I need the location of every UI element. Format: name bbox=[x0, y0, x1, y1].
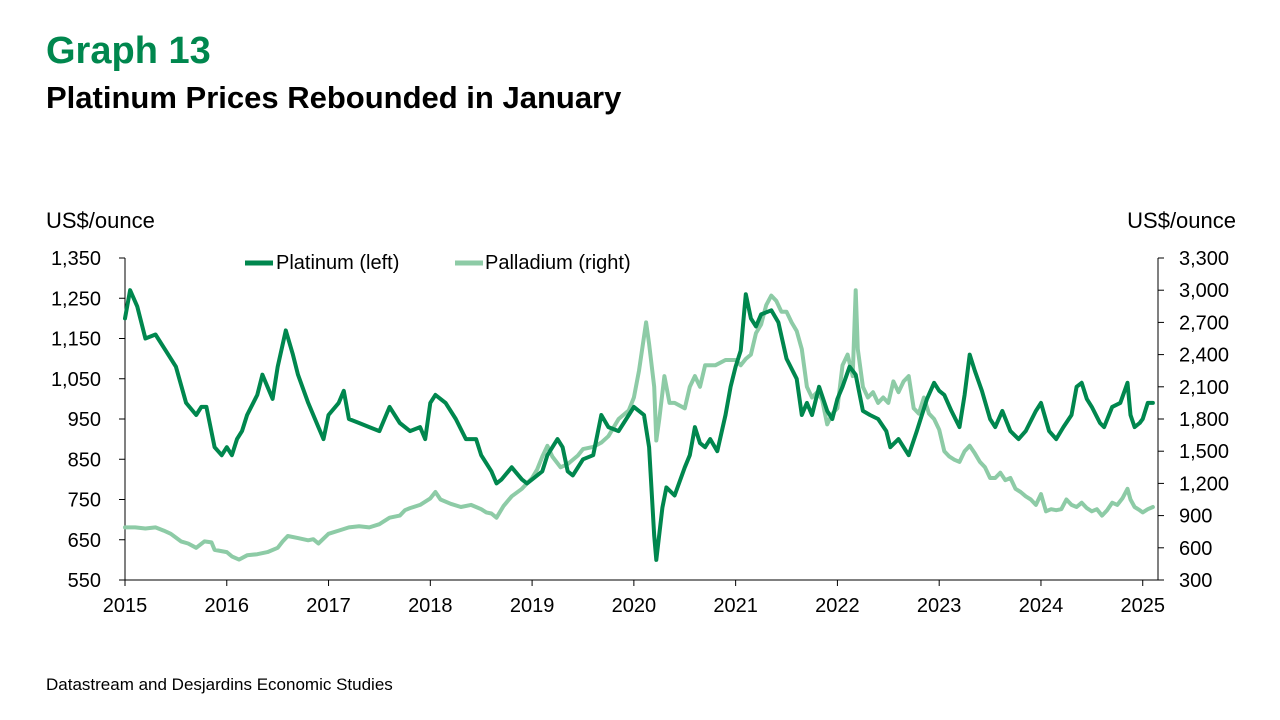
x-axis-tick-label: 2022 bbox=[815, 595, 860, 617]
source-note: Datastream and Desjardins Economic Studi… bbox=[46, 675, 393, 694]
platinum-series-line bbox=[123, 288, 1155, 562]
right-axis-tick-label: 1,800 bbox=[1179, 409, 1229, 431]
x-axis-tick-label: 2015 bbox=[103, 595, 148, 617]
right-axis-tick-label: 2,700 bbox=[1179, 312, 1229, 334]
right-axis-tick-label: 3,000 bbox=[1179, 280, 1229, 302]
legend-label-palladium: Palladium (right) bbox=[485, 252, 631, 274]
x-axis-tick-label: 2025 bbox=[1120, 595, 1165, 617]
x-axis-tick-label: 2023 bbox=[917, 595, 962, 617]
x-axis-tick-label: 2021 bbox=[713, 595, 758, 617]
x-axis-tick-label: 2024 bbox=[1019, 595, 1064, 617]
legend: Platinum (left) Palladium (right) bbox=[245, 252, 631, 274]
left-axis-tick-label: 1,350 bbox=[51, 248, 101, 270]
x-axis-tick-label: 2019 bbox=[510, 595, 555, 617]
left-axis-tick-label: 550 bbox=[68, 570, 101, 592]
left-axis-tick-label: 850 bbox=[68, 449, 101, 471]
left-axis-tick-label: 1,250 bbox=[51, 288, 101, 310]
axes: 550 650 750 850 950 1,050 1,150 1,250 1,350 300 60… bbox=[51, 248, 1229, 617]
x-axis-tick-label: 2018 bbox=[408, 595, 453, 617]
x-axis-tick-label: 2017 bbox=[306, 595, 351, 617]
right-axis-tick-label: 300 bbox=[1179, 570, 1212, 592]
right-axis-tick-label: 3,300 bbox=[1179, 248, 1229, 270]
right-axis-unit-label: US$/ounce bbox=[1127, 208, 1236, 233]
right-axis-tick-label: 900 bbox=[1179, 506, 1212, 528]
right-axis-tick-label: 1,200 bbox=[1179, 473, 1229, 495]
left-axis-tick-label: 750 bbox=[68, 490, 101, 512]
left-axis-tick-label: 1,150 bbox=[51, 329, 101, 351]
graph-number: Graph 13 bbox=[46, 30, 211, 72]
right-axis-tick-label: 2,100 bbox=[1179, 377, 1229, 399]
left-axis-unit-label: US$/ounce bbox=[46, 208, 155, 233]
palladium-series-line bbox=[123, 288, 1155, 562]
chart-title: Platinum Prices Rebounded in January bbox=[46, 80, 622, 115]
x-axis-tick-label: 2020 bbox=[612, 595, 657, 617]
right-axis-tick-label: 600 bbox=[1179, 538, 1212, 560]
left-axis-tick-label: 950 bbox=[68, 409, 101, 431]
legend-label-platinum: Platinum (left) bbox=[276, 252, 399, 274]
right-axis-tick-label: 1,500 bbox=[1179, 441, 1229, 463]
series-lines bbox=[123, 288, 1155, 562]
left-axis-tick-label: 1,050 bbox=[51, 369, 101, 391]
right-axis-tick-label: 2,400 bbox=[1179, 345, 1229, 367]
left-axis-tick-label: 650 bbox=[68, 530, 101, 552]
x-axis-tick-label: 2016 bbox=[205, 595, 250, 617]
